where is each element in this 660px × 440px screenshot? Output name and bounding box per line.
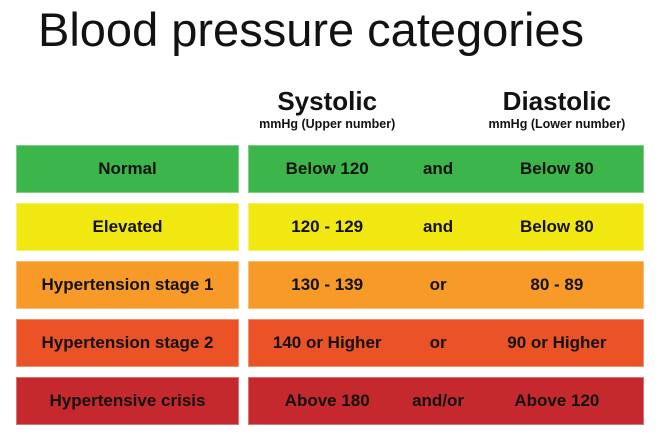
diastolic-value: 90 or Higher xyxy=(507,333,607,352)
connector-value: and xyxy=(422,159,454,178)
diastolic-value: Below 80 xyxy=(520,217,594,236)
systolic-value: Above 180 xyxy=(284,391,370,410)
diastolic-label: Diastolic xyxy=(502,86,612,116)
systolic-column-header: Systolic mmHg (Upper number) xyxy=(248,87,406,131)
values-cell: 140 or Higher or 90 or Higher xyxy=(248,319,644,367)
values-cell: 130 - 139 or 80 - 89 xyxy=(248,261,644,309)
systolic-value: Below 120 xyxy=(285,159,369,178)
connector-value: or xyxy=(429,275,447,294)
systolic-value: 120 - 129 xyxy=(291,217,364,236)
diastolic-value: Below 80 xyxy=(520,159,594,178)
category-cell: Hypertensive crisis xyxy=(16,377,239,425)
values-cell: Above 180 and/or Above 120 xyxy=(248,377,644,425)
header-spacer xyxy=(406,87,469,131)
systolic-sublabel: mmHg (Upper number) xyxy=(259,117,396,131)
diastolic-value: Above 120 xyxy=(514,391,600,410)
rows: Normal Below 120 and Below 80 Elevated 1… xyxy=(16,145,644,435)
diastolic-value: 80 - 89 xyxy=(530,275,584,294)
category-cell: Hypertension stage 1 xyxy=(16,261,239,309)
connector-value: and xyxy=(422,217,454,236)
connector-value: or xyxy=(429,333,447,352)
diastolic-column-header: Diastolic mmHg (Lower number) xyxy=(470,87,644,131)
table-row: Hypertension stage 1 130 - 139 or 80 - 8… xyxy=(16,261,644,309)
category-cell: Elevated xyxy=(16,203,239,251)
systolic-value: 130 - 139 xyxy=(291,275,364,294)
table-row: Hypertensive crisis Above 180 and/or Abo… xyxy=(16,377,644,425)
values-cell: Below 120 and Below 80 xyxy=(248,145,644,193)
table-row: Elevated 120 - 129 and Below 80 xyxy=(16,203,644,251)
category-cell: Hypertension stage 2 xyxy=(16,319,239,367)
page-title: Blood pressure categories xyxy=(38,3,585,56)
table-row: Hypertension stage 2 140 or Higher or 90… xyxy=(16,319,644,367)
table-row: Normal Below 120 and Below 80 xyxy=(16,145,644,193)
category-cell: Normal xyxy=(16,145,239,193)
systolic-value: 140 or Higher xyxy=(272,333,382,352)
column-headers: Systolic mmHg (Upper number) Diastolic m… xyxy=(248,87,644,131)
diastolic-sublabel: mmHg (Lower number) xyxy=(488,117,626,131)
values-cell: 120 - 129 and Below 80 xyxy=(248,203,644,251)
connector-value: and/or xyxy=(412,391,465,410)
systolic-label: Systolic xyxy=(277,86,378,116)
